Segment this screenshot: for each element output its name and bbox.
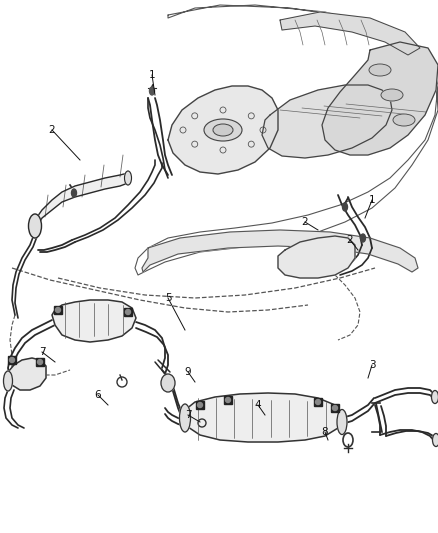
Text: 7: 7 — [39, 347, 45, 357]
Polygon shape — [262, 85, 392, 158]
Polygon shape — [280, 12, 420, 55]
Ellipse shape — [431, 391, 438, 403]
Polygon shape — [168, 86, 278, 174]
Ellipse shape — [180, 404, 191, 432]
Ellipse shape — [369, 64, 391, 76]
Text: 4: 4 — [254, 400, 261, 410]
Ellipse shape — [161, 374, 175, 392]
Polygon shape — [142, 230, 418, 272]
Polygon shape — [278, 236, 355, 278]
Ellipse shape — [4, 371, 13, 391]
Circle shape — [38, 359, 42, 365]
Text: 2: 2 — [49, 125, 55, 135]
Text: 7: 7 — [185, 410, 191, 420]
Ellipse shape — [213, 124, 233, 136]
Ellipse shape — [71, 189, 77, 197]
Text: 6: 6 — [95, 390, 101, 400]
Ellipse shape — [393, 114, 415, 126]
Circle shape — [56, 308, 60, 312]
Text: 2: 2 — [302, 217, 308, 227]
Text: 1: 1 — [369, 195, 375, 205]
Polygon shape — [7, 358, 46, 390]
Ellipse shape — [381, 89, 403, 101]
Circle shape — [126, 310, 131, 314]
Ellipse shape — [360, 234, 365, 242]
FancyBboxPatch shape — [224, 396, 232, 404]
Ellipse shape — [28, 214, 42, 238]
Ellipse shape — [343, 203, 347, 211]
Circle shape — [198, 402, 202, 408]
Polygon shape — [322, 42, 438, 155]
Polygon shape — [52, 300, 136, 342]
FancyBboxPatch shape — [196, 401, 204, 409]
Ellipse shape — [204, 119, 242, 141]
FancyBboxPatch shape — [124, 308, 132, 316]
Ellipse shape — [124, 171, 131, 185]
FancyBboxPatch shape — [8, 356, 16, 364]
Text: 1: 1 — [148, 70, 155, 80]
Circle shape — [332, 406, 338, 410]
Circle shape — [10, 358, 14, 362]
Circle shape — [315, 400, 321, 405]
FancyBboxPatch shape — [331, 404, 339, 412]
FancyBboxPatch shape — [314, 398, 322, 406]
Polygon shape — [35, 173, 128, 232]
FancyBboxPatch shape — [36, 358, 44, 366]
Polygon shape — [182, 393, 342, 442]
Text: 5: 5 — [165, 293, 171, 303]
Ellipse shape — [149, 87, 155, 95]
Text: 3: 3 — [369, 360, 375, 370]
Circle shape — [226, 398, 230, 402]
Text: 8: 8 — [321, 427, 328, 437]
Text: 2: 2 — [347, 235, 353, 245]
Ellipse shape — [337, 409, 347, 434]
Text: 9: 9 — [185, 367, 191, 377]
FancyBboxPatch shape — [54, 306, 62, 314]
Ellipse shape — [432, 433, 438, 447]
